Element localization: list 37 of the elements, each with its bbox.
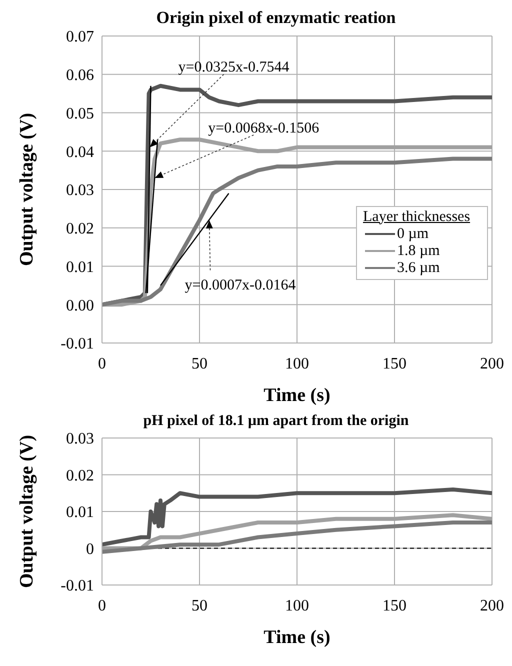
- y-tick-label: -0.01: [60, 578, 94, 595]
- y-tick-label: 0.05: [66, 105, 94, 122]
- y-tick-label: 0.03: [66, 430, 94, 448]
- x-tick-label: 0: [98, 597, 106, 614]
- y-tick-label: 0.01: [66, 504, 94, 522]
- annotation: y=0.0068x-0.1506: [208, 120, 320, 136]
- x-tick-label: 150: [382, 355, 406, 372]
- legend-title: Layer thicknesses: [363, 208, 472, 226]
- annotation: y=0.0325x-0.7544: [178, 60, 290, 76]
- y-tick-label: 0.06: [66, 67, 94, 84]
- x-tick-label: 100: [285, 597, 309, 614]
- annotation: y=0.0007x-0.0164: [184, 278, 296, 294]
- x-tick-label: 100: [285, 355, 309, 372]
- chart-title: pH pixel of 18.1 µm apart from the origin: [142, 413, 410, 430]
- legend-label: 3.6 µm: [397, 260, 440, 276]
- y-tick-label: 0.01: [66, 258, 94, 276]
- y-tick-label: 0.03: [66, 182, 94, 200]
- y-tick-label: 0.02: [66, 467, 94, 484]
- y-tick-label: 0.00: [66, 297, 94, 314]
- x-axis-title: Time (s): [264, 385, 330, 406]
- x-axis-title: Time (s): [264, 627, 330, 648]
- y-axis-title: Output voltage (V): [16, 112, 38, 266]
- y-axis-title: Output voltage (V): [16, 434, 38, 588]
- x-tick-label: 200: [480, 597, 504, 614]
- y-tick-label: 0.07: [66, 28, 94, 46]
- y-tick-label: 0: [86, 540, 94, 558]
- chart-title: Origin pixel of enzymatic reation: [155, 8, 397, 28]
- x-tick-label: 50: [192, 355, 208, 372]
- x-tick-label: 200: [480, 355, 504, 372]
- y-tick-label: 0.04: [66, 144, 94, 161]
- x-tick-label: 150: [382, 597, 406, 614]
- legend-label: 0 µm: [397, 226, 429, 242]
- x-tick-label: 50: [192, 597, 208, 614]
- legend-label: 1.8 µm: [397, 242, 440, 260]
- y-tick-label: -0.01: [60, 336, 94, 353]
- x-tick-label: 0: [98, 355, 106, 372]
- y-tick-label: 0.02: [66, 220, 94, 238]
